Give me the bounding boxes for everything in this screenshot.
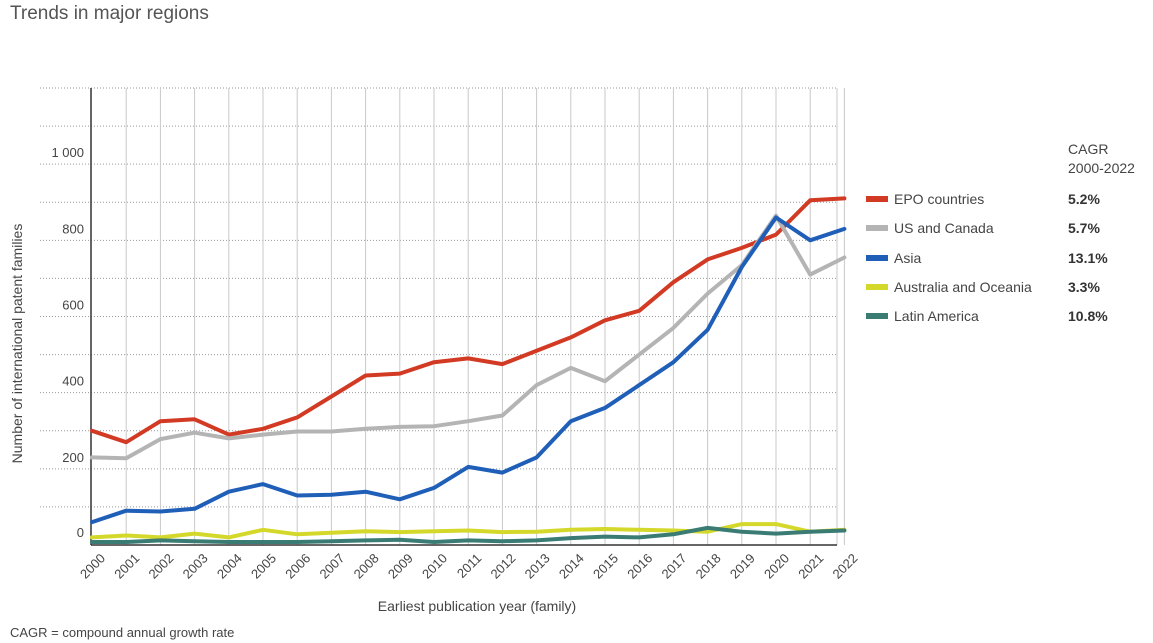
- legend-cagr-value: 3.3%: [1068, 279, 1100, 295]
- legend-swatch: [866, 225, 888, 231]
- x-tick-label: 2012: [487, 551, 518, 582]
- x-tick-label: 2001: [111, 551, 142, 582]
- x-tick-label: 2016: [624, 551, 655, 582]
- y-tick-label: 200: [62, 450, 84, 465]
- x-tick-label: 2008: [351, 551, 382, 582]
- x-tick-label: 2014: [556, 551, 587, 582]
- series-line-latin-america: [90, 525, 847, 544]
- y-tick-label: 800: [62, 221, 84, 236]
- legend-item-latin-america: Latin America 10.8%: [866, 307, 1146, 327]
- x-tick-label: 2019: [727, 551, 758, 582]
- x-axis-label: Earliest publication year (family): [378, 598, 576, 614]
- x-tick-label: 2013: [522, 551, 553, 582]
- legend-cagr-header: CAGR 2000-2022: [1068, 140, 1135, 178]
- y-tick-label: 0: [77, 525, 84, 540]
- x-tick-label: 2020: [761, 551, 792, 582]
- x-tick-label: 2009: [385, 551, 416, 582]
- x-tick-label: 2017: [658, 551, 689, 582]
- x-tick-label: 2011: [454, 551, 484, 581]
- y-tick-label: 400: [62, 374, 84, 389]
- legend-cagr-value: 10.8%: [1068, 308, 1108, 324]
- legend-label: EPO countries: [894, 191, 985, 207]
- legend-label: Australia and Oceania: [894, 279, 1032, 295]
- y-tick-label: 600: [62, 298, 84, 313]
- x-tick-label: 2007: [316, 551, 347, 582]
- y-tick-label: 1 000: [51, 145, 84, 160]
- x-tick-label: 2003: [180, 551, 211, 582]
- legend-cagr-header-line2: 2000-2022: [1068, 160, 1135, 176]
- legend-item-australia-and-oceania: Australia and Oceania 3.3%: [866, 278, 1146, 298]
- x-tick-label: 2021: [795, 551, 826, 582]
- x-tick-label: 2022: [829, 551, 860, 582]
- legend-item-asia: Asia 13.1%: [866, 249, 1146, 269]
- legend-label: Latin America: [894, 308, 979, 324]
- legend-label: Asia: [894, 250, 922, 266]
- chart-title: Trends in major regions: [10, 3, 209, 24]
- x-tick-label: 2005: [248, 551, 279, 582]
- legend-cagr-value: 5.2%: [1068, 191, 1100, 207]
- x-tick-label: 2002: [145, 551, 176, 582]
- legend-label: US and Canada: [894, 220, 994, 236]
- legend-cagr-value: 5.7%: [1068, 220, 1100, 236]
- x-tick-label: 2000: [77, 551, 108, 582]
- x-tick-label: 2004: [214, 551, 245, 582]
- legend-cagr-value: 13.1%: [1068, 250, 1108, 266]
- x-tick-label: 2018: [693, 551, 724, 582]
- y-axis-label: Number of international patent families: [9, 224, 25, 464]
- x-tick-label: 2006: [282, 551, 313, 582]
- x-tick-label: 2015: [590, 551, 621, 582]
- series-line-epo-countries: [90, 196, 847, 445]
- legend-cagr-header-line1: CAGR: [1068, 141, 1109, 157]
- footnote: CAGR = compound annual growth rate: [10, 625, 235, 640]
- legend-swatch: [866, 196, 888, 202]
- series-line-asia: [90, 215, 847, 525]
- series-line-us-and-canada: [90, 213, 847, 461]
- legend-swatch: [866, 284, 888, 290]
- legend-swatch: [866, 255, 888, 261]
- legend-item-us-and-canada: US and Canada 5.7%: [866, 219, 1146, 239]
- legend-item-epo-countries: EPO countries 5.2%: [866, 190, 1146, 210]
- x-tick-label: 2010: [419, 551, 450, 582]
- legend-swatch: [866, 313, 888, 319]
